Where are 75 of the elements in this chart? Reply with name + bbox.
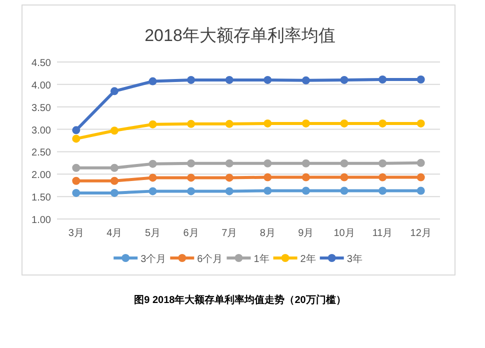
point <box>110 126 118 135</box>
legend-label: 6个月 <box>197 253 223 265</box>
x-tick-label: 11月 <box>372 228 393 239</box>
point <box>72 188 80 197</box>
point <box>225 120 234 128</box>
point <box>378 173 387 182</box>
point <box>110 176 118 185</box>
point <box>416 119 425 128</box>
x-tick-label: 5月 <box>144 228 161 239</box>
y-tick-label: 2.00 <box>32 170 52 182</box>
y-tick-label: 1.00 <box>32 215 52 226</box>
y-tick-label: 2.50 <box>32 148 52 159</box>
chart-title: 2018年大额存单利率均值 <box>144 26 336 45</box>
point <box>416 186 425 195</box>
legend-label: 1年 <box>254 253 270 265</box>
x-tick-label: 6月 <box>183 228 199 239</box>
point <box>148 160 157 168</box>
point <box>225 159 234 168</box>
point <box>378 159 387 168</box>
point <box>225 174 234 182</box>
point <box>302 186 310 195</box>
point <box>110 164 118 172</box>
point <box>72 134 80 143</box>
point <box>264 173 272 182</box>
point <box>187 174 196 182</box>
point <box>72 176 80 185</box>
x-tick-label: 7月 <box>222 228 238 239</box>
point <box>110 188 118 197</box>
point <box>302 119 310 128</box>
point <box>187 159 196 168</box>
point <box>340 173 348 182</box>
point <box>302 159 310 168</box>
point <box>340 159 348 168</box>
legend-label: 2年 <box>300 253 316 265</box>
point <box>302 173 310 182</box>
point <box>378 119 387 128</box>
x-tick-label: 8月 <box>260 228 276 239</box>
x-tick-label: 12月 <box>410 228 432 239</box>
x-tick-label: 10月 <box>334 228 355 239</box>
point <box>340 76 348 84</box>
x-tick-label: 3月 <box>68 228 84 239</box>
point <box>340 119 348 128</box>
point <box>264 186 272 195</box>
y-tick-label: 4.00 <box>32 80 52 92</box>
point <box>225 187 234 196</box>
y-tick-label: 3.50 <box>32 102 52 114</box>
point <box>148 174 157 182</box>
point <box>72 164 80 172</box>
caption: 图9 2018年大额存单利率均值走势（20万门槛） <box>134 294 346 306</box>
point <box>416 173 425 182</box>
point <box>264 76 272 84</box>
point <box>148 187 157 196</box>
x-tick-label: 4月 <box>106 228 122 239</box>
y-tick-label: 3.00 <box>32 125 52 136</box>
point <box>187 187 196 196</box>
point <box>72 126 80 134</box>
point <box>378 75 387 84</box>
point <box>340 186 348 195</box>
point <box>187 76 196 84</box>
x-tick-label: 9月 <box>298 228 314 239</box>
point <box>187 120 196 128</box>
point <box>110 87 118 96</box>
point <box>148 77 157 86</box>
legend-label: 3年 <box>346 253 362 265</box>
y-tick-label: 1.50 <box>32 192 52 204</box>
legend-label: 3个月 <box>140 253 166 265</box>
point <box>264 119 272 128</box>
y-tick-label: 4.50 <box>32 58 52 69</box>
point <box>416 75 425 84</box>
point <box>378 186 387 195</box>
point <box>416 158 425 167</box>
point <box>148 120 157 128</box>
point <box>302 76 310 84</box>
point <box>225 76 234 84</box>
point <box>264 159 272 168</box>
